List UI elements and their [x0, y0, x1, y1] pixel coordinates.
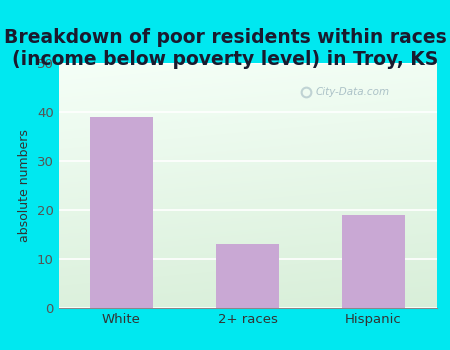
Text: Breakdown of poor residents within races
(income below poverty level) in Troy, K: Breakdown of poor residents within races… — [4, 28, 446, 69]
Bar — [342, 215, 405, 308]
Bar — [90, 117, 153, 308]
Y-axis label: absolute numbers: absolute numbers — [18, 129, 31, 242]
Text: City-Data.com: City-Data.com — [315, 88, 390, 97]
Bar — [216, 244, 279, 308]
